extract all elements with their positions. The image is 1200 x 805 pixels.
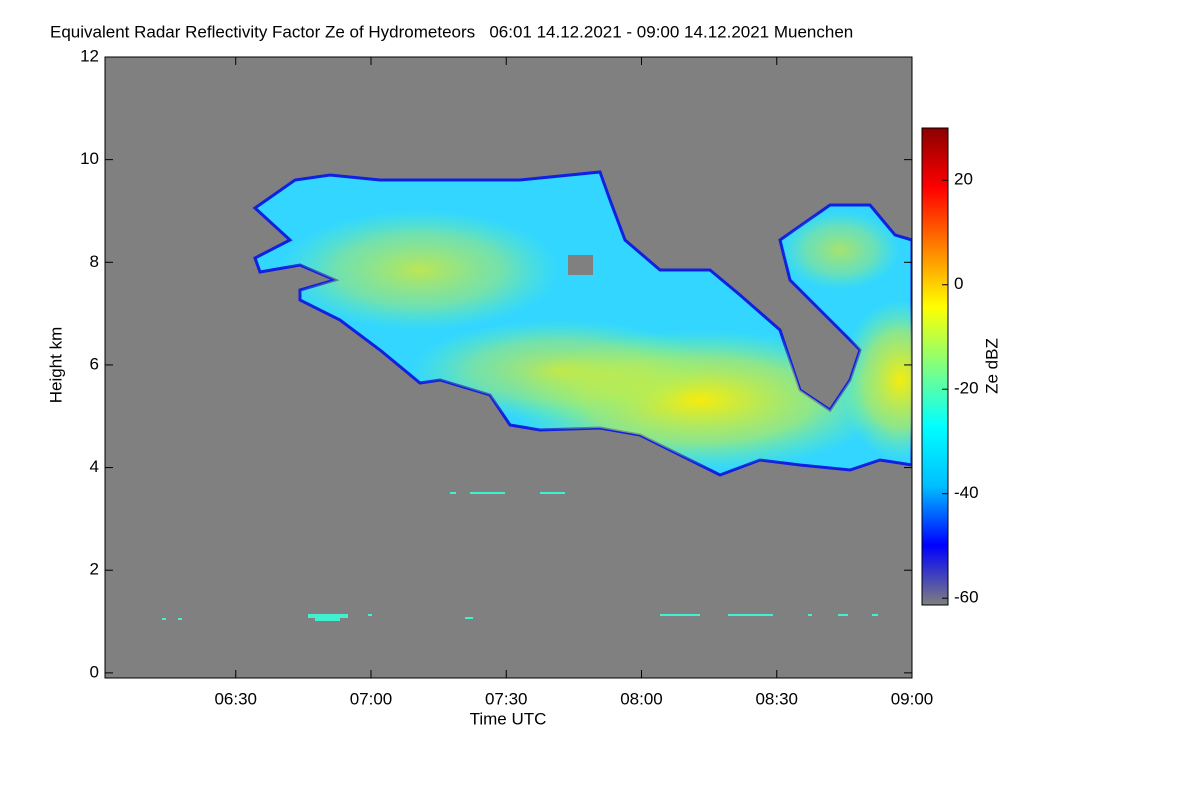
y-tick-label: 12 xyxy=(80,46,99,65)
y-axis-label: Height km xyxy=(46,327,65,404)
y-tick-label: 8 xyxy=(90,252,99,271)
y-tick-label: 2 xyxy=(90,560,99,579)
colorbar-tick-label: -40 xyxy=(954,483,979,502)
x-tick-label: 08:30 xyxy=(755,689,798,708)
clutter xyxy=(162,492,878,621)
colorbar-label: Ze dBZ xyxy=(982,338,1001,394)
plot-frame xyxy=(104,56,913,679)
chart-title: Equivalent Radar Reflectivity Factor Ze … xyxy=(50,22,853,41)
colorbar xyxy=(921,127,949,606)
x-axis-label: Time UTC xyxy=(470,709,547,728)
colorbar-tick-label: -60 xyxy=(954,588,979,607)
plot-area xyxy=(105,57,912,678)
x-tick-label: 07:30 xyxy=(485,689,528,708)
y-tick-label: 0 xyxy=(90,662,99,681)
x-tick-label: 07:00 xyxy=(350,689,393,708)
x-tick-label: 09:00 xyxy=(891,689,934,708)
colorbar-tick-label: -20 xyxy=(954,379,979,398)
x-tick-label: 08:00 xyxy=(620,689,663,708)
y-tick-label: 6 xyxy=(90,354,99,373)
y-tick-label: 4 xyxy=(90,457,99,476)
colorbar-tick-label: 20 xyxy=(954,170,973,189)
colorbar-tick-label: 0 xyxy=(954,274,963,293)
y-tick-label: 10 xyxy=(80,149,99,168)
x-tick-label: 06:30 xyxy=(214,689,257,708)
